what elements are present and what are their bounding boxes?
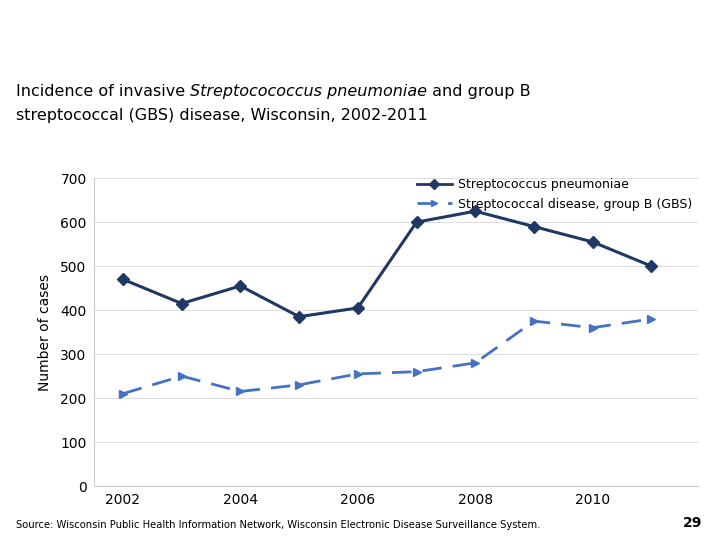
Text: streptococcal (GBS) disease, Wisconsin, 2002-2011: streptococcal (GBS) disease, Wisconsin, … — [16, 108, 428, 123]
Y-axis label: Number of cases: Number of cases — [38, 274, 52, 390]
Text: Streptocococcus pneumoniae: Streptocococcus pneumoniae — [190, 84, 427, 99]
Text: and group B: and group B — [427, 84, 531, 99]
Text: 29: 29 — [683, 516, 702, 530]
Text: COMMUNICABLE DISEASE: COMMUNICABLE DISEASE — [9, 12, 219, 27]
Text: Incidence of invasive: Incidence of invasive — [16, 84, 190, 99]
Legend: Streptococcus pneumoniae, Streptococcal disease, group B (GBS): Streptococcus pneumoniae, Streptococcal … — [417, 178, 692, 211]
Text: Incidence of communicable disease: Incidence of communicable disease — [418, 12, 711, 27]
Text: Source: Wisconsin Public Health Information Network, Wisconsin Electronic Diseas: Source: Wisconsin Public Health Informat… — [16, 520, 540, 530]
